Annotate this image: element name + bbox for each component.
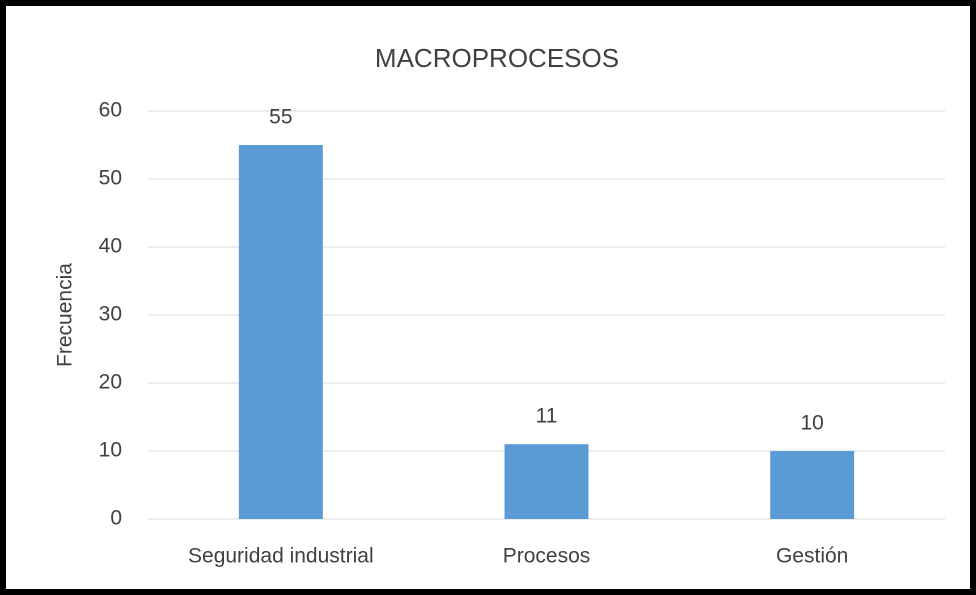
x-tick-label: Gestión [776, 545, 848, 568]
y-tick-label: 0 [110, 507, 122, 530]
bar [238, 145, 323, 519]
bar [504, 444, 589, 519]
chart-title: MACROPROCESOS [375, 43, 619, 73]
data-label: 10 [800, 412, 823, 435]
y-tick-label: 40 [99, 235, 122, 258]
x-tick-label: Procesos [503, 545, 591, 568]
y-tick-label: 10 [99, 439, 122, 462]
y-tick-label: 30 [99, 303, 122, 326]
y-tick-label: 60 [99, 99, 122, 122]
y-tick-label: 50 [99, 167, 122, 190]
x-tick-label: Seguridad industrial [188, 545, 374, 568]
data-label: 55 [269, 106, 292, 129]
data-label: 11 [536, 405, 558, 428]
y-tick-label: 20 [99, 371, 122, 394]
bar [770, 451, 855, 519]
y-axis-label: Frecuencia [54, 263, 77, 367]
